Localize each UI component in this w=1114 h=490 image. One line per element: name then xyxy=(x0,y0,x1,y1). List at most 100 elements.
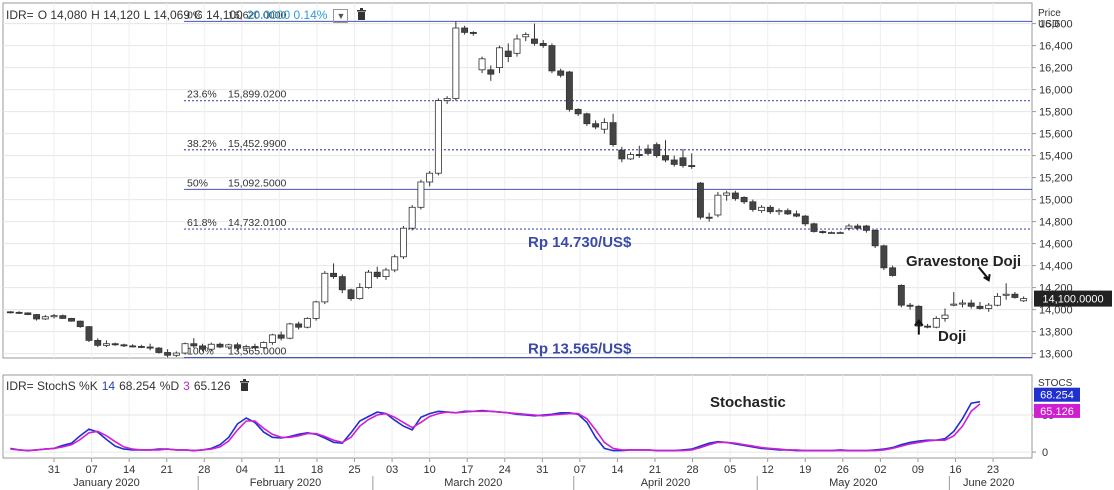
candle-body xyxy=(810,223,818,232)
candle-body xyxy=(967,302,975,307)
fib-price-label: 15,452.9900 xyxy=(228,138,287,150)
gravestone-arrow-head xyxy=(983,274,991,282)
candle-body xyxy=(102,343,110,346)
candle-body xyxy=(662,155,669,161)
fib-price-label: 15,092.5000 xyxy=(228,177,287,189)
open-value: O 14,080 xyxy=(37,8,88,22)
candle-body xyxy=(469,32,477,34)
candle-body xyxy=(338,276,346,291)
d-label: %D xyxy=(159,379,180,393)
candle-body xyxy=(731,192,739,199)
candle-body xyxy=(819,231,827,233)
low-value: L 14,069 xyxy=(143,8,191,22)
stoch-axis-label: STOCS xyxy=(1038,378,1073,389)
x-tick-label: 12 xyxy=(762,464,774,476)
fib-price-label: 15,899.0200 xyxy=(228,89,287,101)
candle-body xyxy=(985,304,993,309)
candle-body xyxy=(889,267,897,276)
candle-body xyxy=(906,304,914,307)
x-tick-label: 10 xyxy=(424,464,436,476)
candle-body xyxy=(365,271,372,289)
stochastic-header: IDR= StochS %K 14 68.254 %D 3 65.126 xyxy=(6,379,254,394)
fibonacci-levels: 0% 16,620.0000 23.6% 15,899.0200 38.2% 15,452… xyxy=(184,9,1032,358)
candle-body xyxy=(50,315,58,318)
candle-body xyxy=(618,149,626,160)
fib-level-label: 100% xyxy=(187,345,214,357)
candle-body xyxy=(775,210,783,213)
candle-body xyxy=(120,344,128,347)
trash-icon[interactable] xyxy=(356,8,367,23)
candle-body xyxy=(312,301,320,319)
price-tick-label: 16,400 xyxy=(1039,41,1073,53)
stochastic-lines xyxy=(10,400,981,452)
gravestone-arrow xyxy=(977,266,990,280)
d-value-tag-label: 65.126 xyxy=(1040,406,1074,418)
candle-body xyxy=(242,346,250,349)
price-header: IDR= O 14,080 H 14,120 L 14,069 C 14,100 20.0… xyxy=(6,8,371,23)
candle-body xyxy=(653,144,661,157)
candle-body xyxy=(679,157,687,166)
high-value: H 14,120 xyxy=(91,8,140,22)
fib-level-label: 50% xyxy=(187,177,208,189)
candle-body xyxy=(845,225,853,229)
candle-body xyxy=(487,69,495,75)
candle-body xyxy=(531,38,538,44)
candle-body xyxy=(557,70,565,76)
trash-icon[interactable] xyxy=(239,379,250,394)
candle-body xyxy=(959,302,966,305)
candle-body xyxy=(76,320,84,328)
candle-body xyxy=(880,245,888,269)
candle-body xyxy=(399,227,407,258)
candle-body xyxy=(33,314,41,320)
candle-body xyxy=(801,215,809,225)
price-tick-label: 13,800 xyxy=(1039,327,1073,339)
fib-level-label: 61.8% xyxy=(187,217,217,229)
candle-body xyxy=(1002,293,1010,296)
candle-body xyxy=(461,27,469,33)
price-panel xyxy=(2,2,1033,359)
gravestone-doji-label: Gravestone Doji xyxy=(906,253,1021,270)
month-label: February 2020 xyxy=(250,477,322,489)
candle-body xyxy=(59,315,67,319)
x-tick-label: 14 xyxy=(123,464,135,476)
candle-body xyxy=(181,343,189,354)
candle-body xyxy=(260,342,268,348)
grid xyxy=(3,3,1032,458)
k-value: 68.254 xyxy=(119,379,156,393)
candle-body xyxy=(627,154,635,160)
candle-body xyxy=(758,206,766,212)
candle-body xyxy=(251,346,259,348)
candle-body xyxy=(347,289,355,299)
d-period: 3 xyxy=(183,379,190,393)
chevron-down-icon[interactable]: ▼ xyxy=(333,8,349,23)
candle-body xyxy=(207,343,215,350)
candle-body xyxy=(190,343,198,347)
x-tick-label: 18 xyxy=(311,464,323,476)
candle-body xyxy=(199,345,206,350)
fib-618-note: Rp 14.730/US$ xyxy=(528,234,632,251)
stoch-tick-label: 0 xyxy=(1042,447,1048,459)
x-tick-label: 07 xyxy=(85,464,97,476)
candle-body xyxy=(600,122,608,130)
month-label: May 2020 xyxy=(829,477,877,489)
price-tick-label: 14,600 xyxy=(1039,239,1073,251)
candle-body xyxy=(6,311,14,314)
candle-body xyxy=(155,347,163,353)
candle-body xyxy=(478,58,486,71)
fib-level-label: 0% xyxy=(187,9,202,21)
stoch-label: IDR= StochS %K xyxy=(6,379,98,393)
k-period: 14 xyxy=(101,379,116,393)
candle-body xyxy=(548,45,556,72)
x-tick-label: 31 xyxy=(536,464,548,476)
x-tick-label: 26 xyxy=(837,464,849,476)
last-price-label: 14,100.0000 xyxy=(1042,294,1103,306)
fib-level-label: 23.6% xyxy=(187,89,217,101)
fib-100-note: Rp 13.565/US$ xyxy=(528,340,632,357)
x-tick-label: 14 xyxy=(611,464,623,476)
x-tick-label: 24 xyxy=(499,464,511,476)
candle-body xyxy=(897,284,905,306)
candle-body xyxy=(723,192,731,196)
x-tick-label: 16 xyxy=(949,464,961,476)
candle-body xyxy=(583,113,591,125)
candle-body xyxy=(932,317,940,328)
